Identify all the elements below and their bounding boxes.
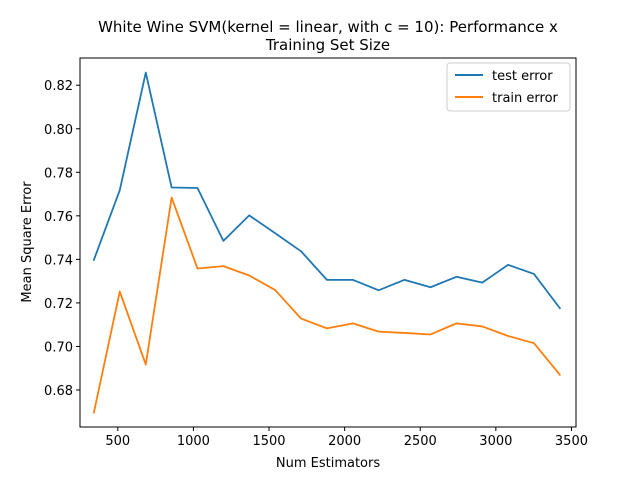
y-tick-label: 0.74: [44, 253, 73, 268]
plot-frame: [79, 57, 577, 428]
x-axis-label: Num Estimators: [276, 456, 380, 471]
chart-title-line2: Training Set Size: [265, 36, 390, 54]
y-axis-label: Mean Square Error: [20, 181, 35, 303]
y-tick-label: 0.78: [44, 166, 73, 181]
legend: test error train error: [446, 62, 571, 112]
x-axis-ticks: 500 1000 1500 2000 2500 3000 3500: [105, 427, 588, 449]
x-tick-label: 1500: [252, 434, 285, 449]
x-tick-label: 500: [105, 434, 130, 449]
x-tick-label: 1000: [177, 434, 210, 449]
x-tick-label: 3500: [555, 434, 588, 449]
legend-label-test-error: test error: [492, 69, 553, 84]
chart-title-line1: White Wine SVM(kernel = linear, with c =…: [98, 18, 558, 36]
y-tick-label: 0.80: [44, 123, 73, 138]
y-axis-ticks: 0.68 0.70 0.72 0.74 0.76 0.78 0.80 0.82: [44, 79, 80, 399]
y-tick-label: 0.82: [44, 79, 73, 94]
legend-label-train-error: train error: [492, 91, 559, 106]
series-line-train-error: [92, 196, 562, 414]
plot-layer: [92, 71, 562, 414]
x-tick-label: 2500: [404, 434, 437, 449]
y-tick-label: 0.72: [44, 297, 73, 312]
y-tick-label: 0.70: [44, 340, 73, 355]
y-tick-label: 0.68: [44, 384, 73, 399]
x-tick-label: 2000: [328, 434, 361, 449]
series-line-test-error: [92, 71, 562, 310]
y-tick-label: 0.76: [44, 210, 73, 225]
x-tick-label: 3000: [479, 434, 512, 449]
